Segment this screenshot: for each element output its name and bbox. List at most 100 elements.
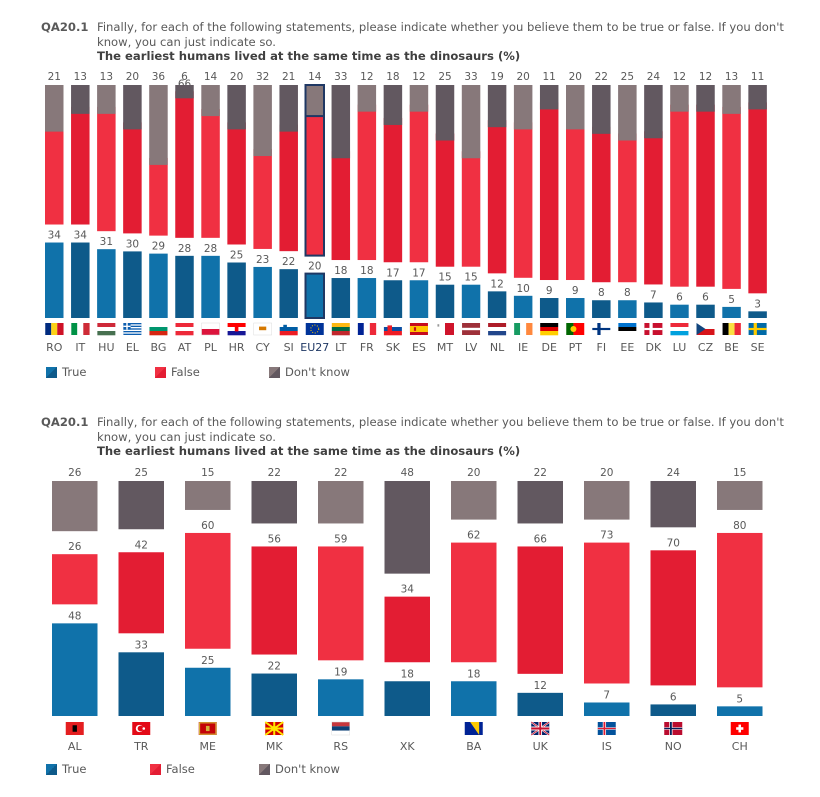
category-label-hr: HR	[229, 341, 245, 354]
flag-ch-icon	[730, 722, 749, 735]
bar-true-ee	[618, 300, 637, 318]
bar-false-pt	[566, 122, 585, 281]
flag-el-icon	[123, 323, 142, 335]
bar-dont-know-sk	[383, 85, 403, 125]
bar-true-de	[539, 298, 559, 318]
label-true-xk: 18	[401, 668, 414, 680]
flag-se-icon	[748, 323, 767, 335]
flag-it-icon	[71, 323, 90, 335]
bar-dont-know-bg	[149, 85, 168, 165]
flag-es-icon	[409, 323, 428, 335]
label-dont-know-hr: 20	[230, 71, 243, 83]
label-true-hu: 31	[100, 236, 113, 248]
bar-true-ba	[451, 681, 497, 716]
legend-swatch-false	[155, 366, 166, 378]
bar-false-fr	[357, 104, 377, 261]
label-false-ch: 80	[733, 520, 746, 532]
category-label-me: ME	[200, 740, 216, 753]
label-true-tr: 33	[135, 639, 148, 651]
bar-dont-know-rs	[318, 481, 364, 524]
label-dont-know-lt: 33	[334, 71, 347, 83]
flag-ro-icon	[45, 323, 64, 335]
category-label-nl: NL	[490, 341, 505, 354]
flag-sk-icon	[383, 323, 402, 336]
label-dont-know-el: 20	[126, 71, 139, 83]
label-dont-know-eu27: 14	[308, 71, 322, 83]
label-dont-know-ee: 25	[621, 71, 634, 83]
bar-false-be	[722, 106, 741, 289]
bar-group-se: 38611	[748, 71, 767, 318]
bar-group-pt: 97120	[566, 71, 585, 318]
flag-me-icon	[198, 722, 217, 735]
bar-false-at	[175, 91, 194, 238]
category-label-pt: PT	[569, 341, 583, 354]
bar-dont-know-fr	[357, 85, 377, 112]
label-true-es: 17	[412, 267, 425, 279]
bar-true-is	[584, 702, 630, 716]
label-dont-know-ie: 20	[516, 71, 529, 83]
label-true-bg: 29	[152, 241, 165, 253]
flag-ba-icon	[464, 722, 483, 735]
bar-true-fi	[592, 300, 611, 318]
bar-false-lv	[461, 151, 481, 267]
label-dont-know-cz: 12	[699, 71, 712, 83]
flag-lu-icon	[670, 323, 689, 336]
category-label-pl: PL	[204, 341, 218, 354]
category-label-mk: MK	[266, 740, 283, 753]
chart-title: The earliest humans lived at the same ti…	[97, 49, 521, 63]
label-dont-know-mk: 22	[268, 467, 281, 479]
label-true-ba: 18	[467, 668, 480, 680]
bar-group-hr: 255520	[227, 71, 246, 318]
category-label-xk: XK	[400, 740, 416, 753]
category-label-no: NO	[665, 740, 682, 753]
bar-dont-know-mt	[435, 85, 455, 141]
question-code: QA20.1	[41, 20, 89, 34]
label-dont-know-lu: 12	[673, 71, 686, 83]
bar-true-si	[279, 269, 298, 318]
candidate-countries-chart-panel: QA20.1 Finally, for each of the followin…	[0, 405, 820, 797]
bar-false-xk	[384, 596, 430, 663]
bar-dont-know-el	[123, 85, 142, 130]
category-label-ch: CH	[732, 740, 748, 753]
legend-label-false: False	[166, 762, 195, 776]
bar-group-lu: 68212	[670, 71, 689, 318]
label-dont-know-it: 13	[74, 71, 87, 83]
bar-true-bg	[149, 253, 168, 318]
bar-group-pl: 285814	[201, 71, 220, 318]
bar-true-cy	[253, 266, 272, 318]
label-true-cz: 6	[702, 292, 709, 304]
flag-lv-icon	[462, 323, 481, 335]
label-dont-know-de: 11	[543, 71, 556, 83]
bar-true-be	[722, 306, 741, 318]
label-dont-know-rs: 22	[334, 467, 347, 479]
label-false-xk: 34	[401, 584, 415, 596]
bar-group-hu: 315613	[97, 71, 116, 318]
bar-true-nl	[487, 291, 507, 318]
bar-true-hr	[227, 262, 246, 318]
bar-dont-know-is	[584, 481, 630, 520]
label-true-fi: 8	[598, 287, 605, 299]
bar-group-si: 225721	[279, 71, 298, 318]
bar-group-al: 48 26 26	[52, 467, 98, 716]
bar-false-de	[539, 102, 559, 281]
bar-dont-know-si	[279, 85, 298, 132]
bar-true-lv	[461, 284, 481, 318]
bar-dont-know-cy	[253, 85, 272, 157]
label-true-se: 3	[754, 298, 761, 310]
flag-at-icon	[175, 323, 194, 336]
label-false-rs: 59	[334, 533, 347, 545]
label-true-de: 9	[546, 285, 553, 297]
label-false-is: 73	[600, 530, 613, 542]
label-false-ba: 62	[467, 530, 480, 542]
bar-true-dk	[644, 302, 663, 318]
category-label-lt: LT	[335, 341, 347, 354]
bar-dont-know-ba	[451, 481, 497, 520]
category-label-ro: RO	[46, 341, 63, 354]
label-dont-know-xk: 48	[401, 467, 414, 479]
label-true-ee: 8	[624, 287, 631, 299]
flag-lt-icon	[331, 323, 350, 336]
label-true-al: 48	[68, 610, 81, 622]
label-true-el: 30	[126, 238, 139, 250]
legend-label-dont-know: Don't know	[285, 365, 350, 379]
label-true-pl: 28	[204, 243, 217, 255]
